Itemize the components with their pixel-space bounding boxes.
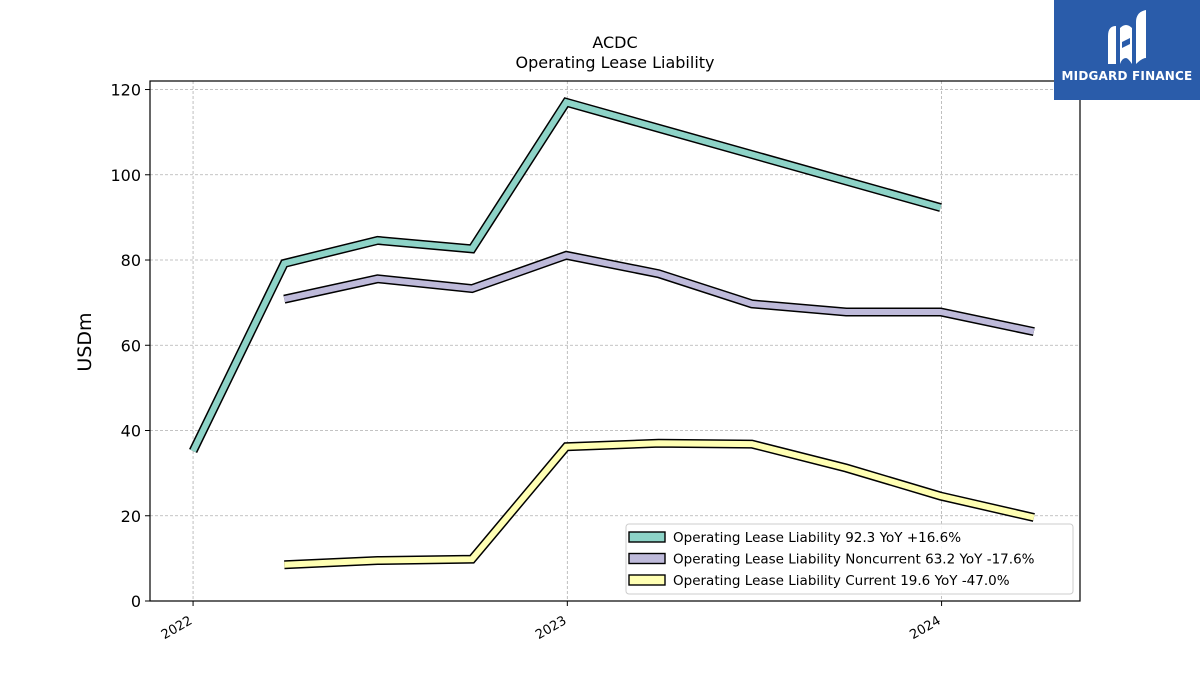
y-tick-label: 60 bbox=[121, 336, 141, 355]
grid-lines bbox=[150, 81, 1080, 602]
x-tick-label: 2023 bbox=[533, 613, 569, 643]
series-lines bbox=[189, 97, 1035, 570]
midgard-logo-mark-icon bbox=[1108, 10, 1146, 64]
series-line-2 bbox=[283, 252, 1035, 335]
chart-subtitle: Operating Lease Liability bbox=[515, 53, 714, 72]
legend-swatch bbox=[628, 552, 666, 565]
legend-box bbox=[625, 523, 1074, 595]
midgard-finance-logo: MIDGARD FINANCE bbox=[1054, 0, 1200, 100]
series-line-1 bbox=[190, 98, 942, 453]
x-tick-label: 2024 bbox=[907, 613, 943, 643]
x-tick-label: 2022 bbox=[159, 613, 195, 643]
y-axis-label: USDm bbox=[74, 312, 96, 371]
legend: Operating Lease Liability 92.3 YoY +16.6… bbox=[625, 523, 1074, 595]
legend-label: Operating Lease Liability Noncurrent 63.… bbox=[673, 552, 1035, 568]
series-line-outline-2 bbox=[283, 250, 1035, 337]
series-line-outline-1 bbox=[189, 97, 942, 453]
y-tick-label: 80 bbox=[121, 251, 141, 270]
series-line-3 bbox=[284, 440, 1035, 568]
y-tick-label: 120 bbox=[110, 81, 141, 100]
y-tick-label: 0 bbox=[131, 592, 141, 611]
y-tick-label: 40 bbox=[121, 422, 141, 441]
plot-frame bbox=[149, 80, 1081, 602]
logo-text: MIDGARD FINANCE bbox=[1061, 69, 1193, 83]
chart-title: ACDC bbox=[592, 33, 637, 52]
legend-swatch bbox=[628, 531, 666, 543]
legend-label: Operating Lease Liability Current 19.6 Y… bbox=[673, 573, 1010, 589]
legend-swatch bbox=[628, 574, 666, 586]
y-tick-label: 20 bbox=[121, 507, 141, 526]
y-tick-label: 100 bbox=[110, 166, 141, 185]
legend-label: Operating Lease Liability 92.3 YoY +16.6… bbox=[673, 530, 961, 546]
